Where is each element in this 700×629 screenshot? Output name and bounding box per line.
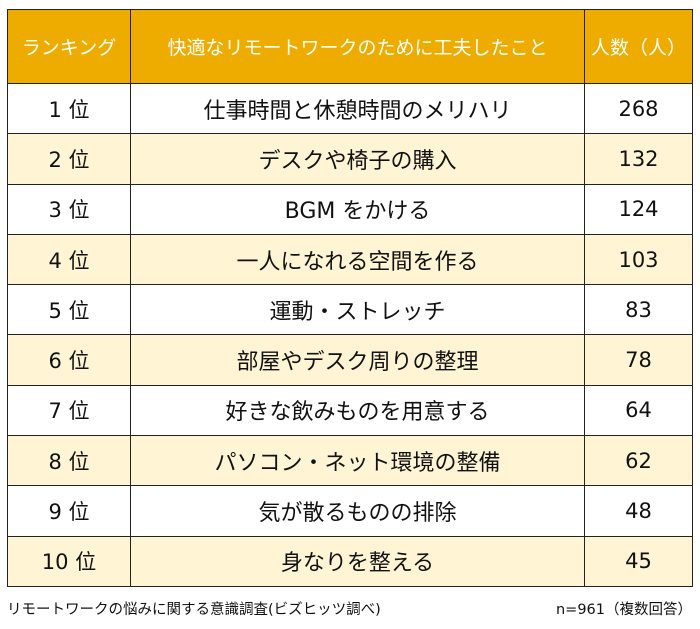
table-row: 6 位部屋やデスク周りの整理 78 bbox=[7, 334, 693, 386]
table-row: 10 位身なりを整える 45 bbox=[7, 535, 693, 587]
item-cell: BGM をかける bbox=[130, 183, 585, 235]
rank-cell: 1 位 bbox=[7, 82, 131, 135]
rank-cell: 7 位 bbox=[7, 384, 131, 437]
header-rank: ランキング bbox=[7, 9, 131, 84]
count-cell: 103 bbox=[584, 233, 693, 286]
header-count: 人数（人） bbox=[584, 9, 693, 84]
header-item: 快適なリモートワークのために工夫したこと bbox=[130, 9, 585, 84]
count-cell: 132 bbox=[584, 133, 693, 185]
table-row: 7 位好きな飲みものを用意する 64 bbox=[7, 384, 693, 437]
source-note: リモートワークの悩みに関する意識調査(ビズヒッツ調べ) bbox=[7, 602, 381, 618]
table-row: 3 位 BGM をかける 124 bbox=[7, 183, 693, 235]
count-cell: 62 bbox=[584, 435, 693, 487]
table-row: 9 位気が散るものの排除 48 bbox=[7, 485, 693, 537]
rank-cell: 4 位 bbox=[7, 233, 131, 286]
item-cell: パソコン・ネット環境の整備 bbox=[130, 435, 585, 487]
rank-cell: 10 位 bbox=[7, 535, 131, 587]
item-cell: 仕事時間と休憩時間のメリハリ bbox=[130, 82, 585, 135]
rank-cell: 6 位 bbox=[7, 334, 131, 386]
count-cell: 64 bbox=[584, 384, 693, 437]
table-row: 8 位パソコン・ネット環境の整備 62 bbox=[7, 435, 693, 487]
item-cell: 好きな飲みものを用意する bbox=[130, 384, 585, 437]
item-cell: 身なりを整える bbox=[130, 535, 585, 587]
table-row: 2 位デスクや椅子の購入 132 bbox=[7, 133, 693, 185]
rank-cell: 3 位 bbox=[7, 183, 131, 235]
rank-cell: 8 位 bbox=[7, 435, 131, 487]
item-cell: 運動・ストレッチ bbox=[130, 284, 585, 336]
rank-cell: 5 位 bbox=[7, 284, 131, 336]
sample-size-note: n=961（複数回答） bbox=[555, 602, 692, 618]
ranking-table: ランキング 快適なリモートワークのために工夫したこと 人数（人） 1 位仕事時間… bbox=[7, 9, 693, 587]
count-cell: 78 bbox=[584, 334, 693, 386]
header-row: ランキング 快適なリモートワークのために工夫したこと 人数（人） bbox=[7, 9, 693, 84]
table-row: 1 位仕事時間と休憩時間のメリハリ 268 bbox=[7, 82, 693, 135]
count-cell: 48 bbox=[584, 485, 693, 537]
count-cell: 124 bbox=[584, 183, 693, 235]
count-cell: 83 bbox=[584, 284, 693, 336]
item-cell: 一人になれる空間を作る bbox=[130, 233, 585, 286]
count-cell: 45 bbox=[584, 535, 693, 587]
item-cell: 部屋やデスク周りの整理 bbox=[130, 334, 585, 386]
count-cell: 268 bbox=[584, 82, 693, 135]
table-row: 4 位一人になれる空間を作る 103 bbox=[7, 233, 693, 286]
item-cell: 気が散るものの排除 bbox=[130, 485, 585, 537]
rank-cell: 9 位 bbox=[7, 485, 131, 537]
rank-cell: 2 位 bbox=[7, 133, 131, 185]
item-cell: デスクや椅子の購入 bbox=[130, 133, 585, 185]
table-row: 5 位運動・ストレッチ 83 bbox=[7, 284, 693, 336]
